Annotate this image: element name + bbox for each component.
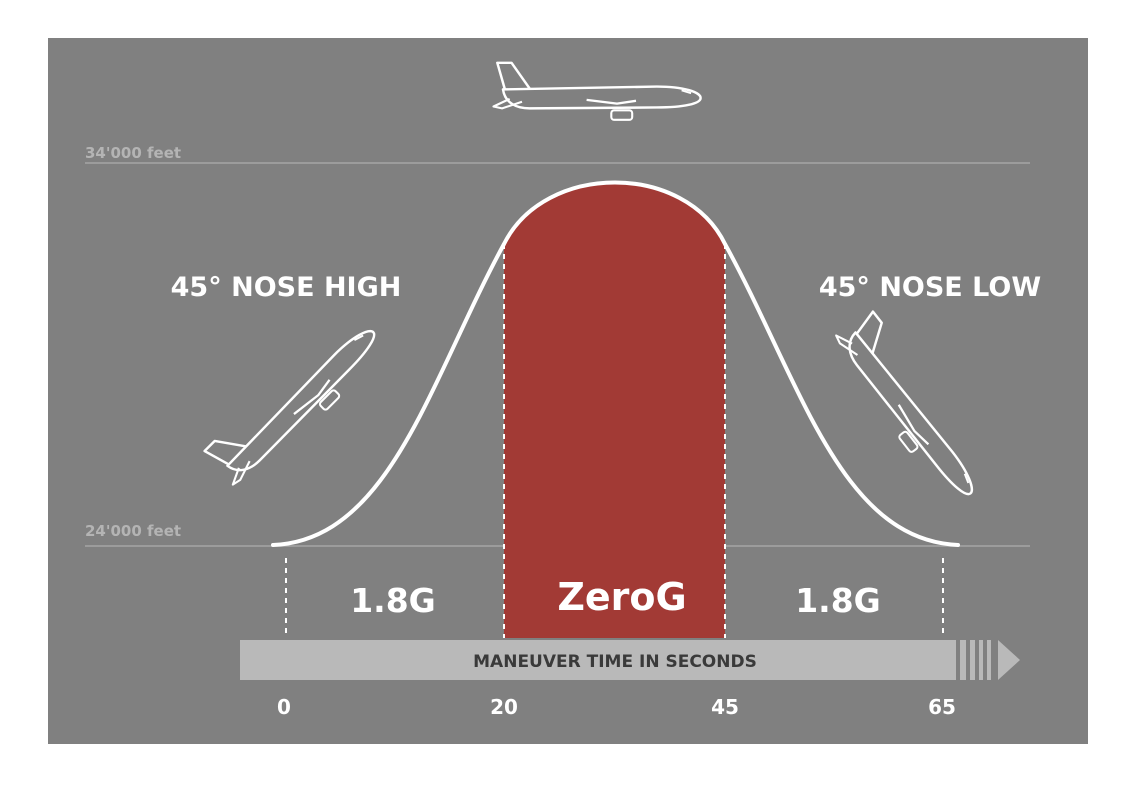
time-bar-title: MANEUVER TIME IN SECONDS [473, 652, 757, 672]
altitude-bottom-label: 24'000 feet [85, 522, 181, 540]
left-phase-label: 45° NOSE HIGH [171, 272, 402, 303]
altitude-top-label: 34'000 feet [85, 144, 181, 162]
zero-g-region [504, 182, 725, 638]
time-arrow-icon [998, 640, 1020, 680]
time-bar [240, 640, 1020, 680]
tick-label: 20 [490, 695, 518, 719]
zero-g-label: ZeroG [557, 575, 686, 619]
right-g-label: 1.8G [795, 581, 881, 620]
left-g-label: 1.8G [350, 581, 436, 620]
tick-label: 0 [277, 695, 291, 719]
flight-path-curve [271, 180, 960, 547]
tick-label: 65 [928, 695, 956, 719]
right-phase-label: 45° NOSE LOW [819, 272, 1041, 303]
tick-label: 45 [711, 695, 739, 719]
